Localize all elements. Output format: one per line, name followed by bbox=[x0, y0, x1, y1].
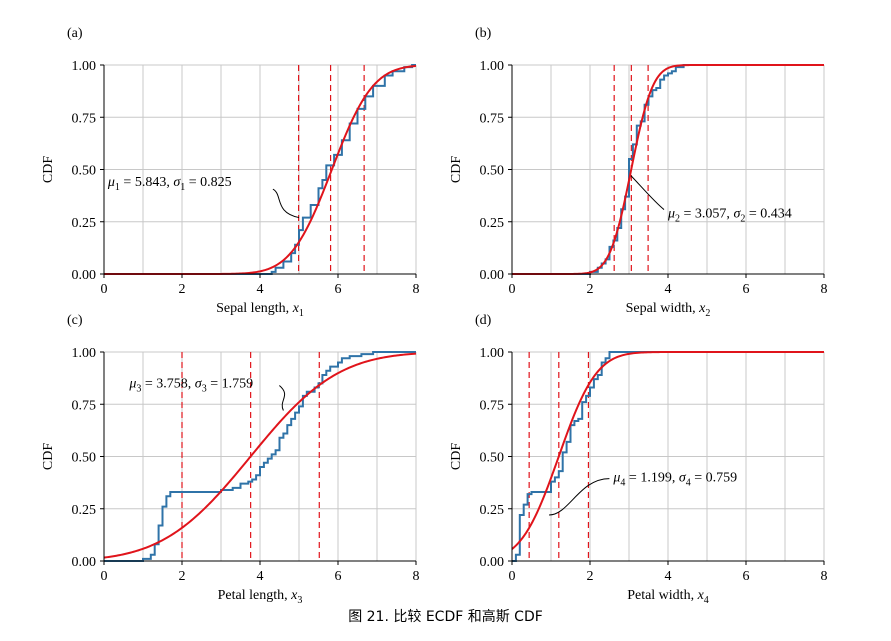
chart-panel-4: 0 2 4 6 8 0.00 0.25 0.50 0.75 1.00 (d) CDF Petal wid… bbox=[449, 313, 828, 606]
stats-annotation: μ4 = 1.199, σ4 = 0.759 bbox=[612, 471, 737, 489]
chart-panel-2: 0 2 4 6 8 0.00 0.25 0.50 0.75 1.00 (b) CDF Sepal wid… bbox=[449, 26, 828, 319]
y-tick-label: 1.00 bbox=[72, 346, 97, 361]
x-tick-label: 2 bbox=[179, 282, 186, 297]
x-tick-label: 0 bbox=[509, 569, 516, 584]
y-tick-label: 0.25 bbox=[480, 216, 505, 231]
x-axis-label: Petal width, x4 bbox=[627, 588, 709, 606]
y-tick-label: 0.00 bbox=[480, 555, 505, 570]
figure-caption: 图 21. 比较 ECDF 和高斯 CDF bbox=[348, 609, 543, 625]
y-axis-label: CDF bbox=[449, 443, 464, 470]
x-tick-label: 0 bbox=[101, 282, 108, 297]
x-tick-label: 4 bbox=[665, 569, 672, 584]
y-tick-label: 0.75 bbox=[480, 111, 505, 126]
y-tick-label: 0.25 bbox=[72, 503, 97, 518]
y-tick-label: 0.50 bbox=[480, 451, 505, 466]
x-axis-label: Sepal width, x2 bbox=[626, 301, 711, 319]
x-tick-label: 6 bbox=[335, 569, 342, 584]
x-tick-label: 4 bbox=[665, 282, 672, 297]
annotation-leader bbox=[630, 175, 665, 210]
y-axis-label: CDF bbox=[449, 156, 464, 183]
panel-label: (c) bbox=[67, 313, 83, 328]
y-tick-label: 0.50 bbox=[480, 164, 505, 179]
x-tick-label: 2 bbox=[179, 569, 186, 584]
annotation-leader bbox=[279, 385, 286, 411]
annotation-leader bbox=[549, 478, 610, 516]
ecdf-series bbox=[512, 351, 824, 562]
y-tick-label: 0.00 bbox=[72, 268, 97, 283]
y-tick-label: 0.75 bbox=[480, 398, 505, 413]
y-tick-label: 1.00 bbox=[72, 59, 97, 74]
ecdf-series bbox=[104, 351, 416, 562]
y-tick-label: 1.00 bbox=[480, 59, 505, 74]
x-tick-label: 8 bbox=[413, 569, 420, 584]
y-axis-label: CDF bbox=[41, 156, 56, 183]
x-tick-label: 6 bbox=[743, 569, 750, 584]
panel-label: (b) bbox=[475, 26, 492, 41]
x-tick-label: 4 bbox=[257, 282, 264, 297]
x-tick-label: 6 bbox=[335, 282, 342, 297]
x-tick-label: 0 bbox=[101, 569, 108, 584]
x-tick-label: 8 bbox=[821, 282, 828, 297]
stats-annotation: μ1 = 5.843, σ1 = 0.825 bbox=[107, 175, 232, 193]
x-tick-label: 0 bbox=[509, 282, 516, 297]
gaussian-cdf-series bbox=[511, 351, 824, 550]
panel-label: (a) bbox=[67, 26, 83, 41]
y-tick-label: 0.75 bbox=[72, 111, 97, 126]
y-axis-label: CDF bbox=[41, 443, 56, 470]
y-tick-label: 1.00 bbox=[480, 346, 505, 361]
x-tick-label: 6 bbox=[743, 282, 750, 297]
panel-label: (d) bbox=[475, 313, 492, 328]
x-tick-label: 8 bbox=[413, 282, 420, 297]
stats-annotation: μ2 = 3.057, σ2 = 0.434 bbox=[667, 207, 792, 225]
y-tick-label: 0.50 bbox=[72, 451, 97, 466]
annotation-leader bbox=[272, 188, 300, 219]
gaussian-cdf-series bbox=[103, 352, 417, 559]
y-tick-label: 0.50 bbox=[72, 164, 97, 179]
stats-annotation: μ3 = 3.758, σ3 = 1.759 bbox=[128, 377, 253, 395]
chart-panel-1: 0 2 4 6 8 0.00 0.25 0.50 0.75 1.00 (a) CDF Sepal len… bbox=[41, 26, 420, 319]
chart-panel-3: 0 2 4 6 8 0.00 0.25 0.50 0.75 1.00 (c) CDF Petal len… bbox=[41, 313, 420, 606]
x-tick-label: 2 bbox=[587, 282, 594, 297]
y-tick-label: 0.00 bbox=[72, 555, 97, 570]
y-tick-label: 0.75 bbox=[72, 398, 97, 413]
x-tick-label: 8 bbox=[821, 569, 828, 584]
x-tick-label: 2 bbox=[587, 569, 594, 584]
y-tick-label: 0.00 bbox=[480, 268, 505, 283]
ecdf-series bbox=[104, 64, 416, 275]
x-tick-label: 4 bbox=[257, 569, 264, 584]
x-axis-label: Petal length, x3 bbox=[218, 588, 303, 606]
y-tick-label: 0.25 bbox=[72, 216, 97, 231]
y-tick-label: 0.25 bbox=[480, 503, 505, 518]
x-axis-label: Sepal length, x1 bbox=[216, 301, 304, 319]
